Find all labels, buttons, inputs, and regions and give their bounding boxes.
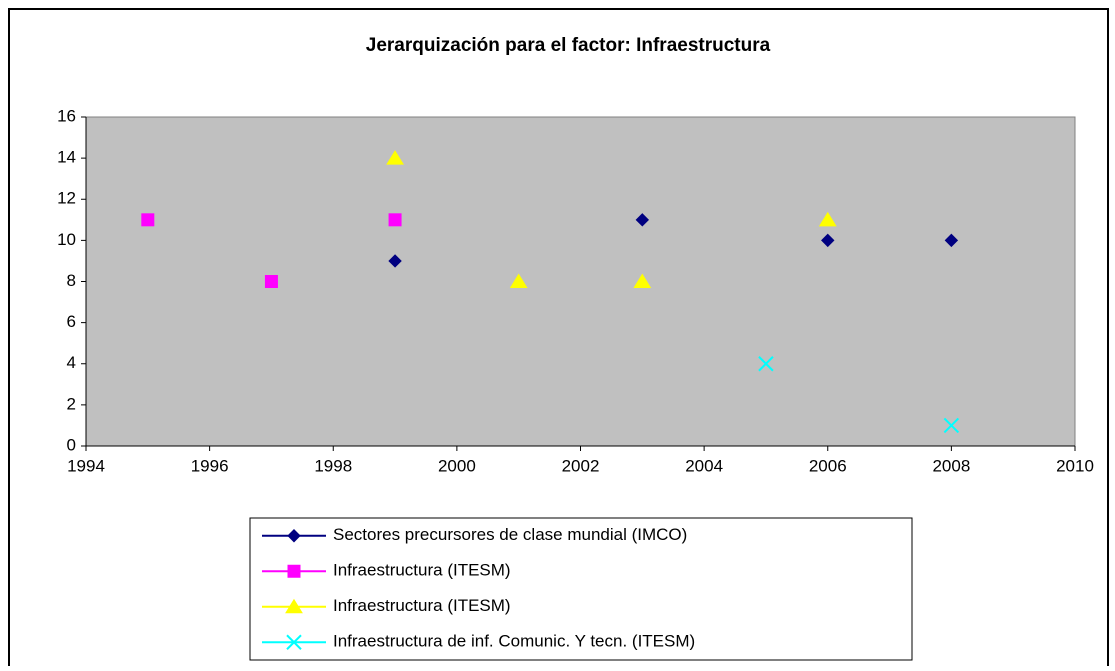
marker-diamond	[635, 213, 650, 227]
x-tick-label: 2000	[438, 456, 476, 475]
x-tick-label: 2008	[932, 456, 970, 475]
y-tick-label: 16	[57, 106, 76, 125]
x-tick-label: 2002	[562, 456, 600, 475]
chart-title: Jerarquización para el factor: Infraestr…	[366, 35, 771, 56]
marker-square	[287, 564, 301, 578]
legend-label: Infraestructura (ITESM)	[333, 561, 511, 580]
marker-diamond	[944, 233, 959, 248]
marker-triangle	[818, 211, 837, 227]
marker-diamond	[287, 529, 301, 543]
legend	[249, 517, 913, 661]
marker-diamond	[821, 233, 835, 248]
marker-triangle	[633, 273, 652, 288]
x-tick-label: 1994	[67, 456, 105, 475]
marker-triangle	[386, 150, 404, 165]
legend-label: Infraestructura de inf. Comunic. Y tecn.…	[333, 632, 695, 651]
x-tick-label: 2010	[1056, 456, 1094, 475]
marker-diamond	[388, 254, 402, 268]
marker-square	[264, 275, 278, 288]
x-tick-label: 1998	[314, 456, 352, 475]
legend-label: Infraestructura (ITESM)	[333, 596, 511, 615]
marker-triangle	[285, 598, 303, 614]
marker-triangle	[509, 273, 528, 288]
y-tick-label: 0	[67, 435, 76, 454]
x-tick-label: 2006	[809, 456, 847, 475]
marker-square	[141, 213, 155, 227]
legend-label: Sectores precursores de clase mundial (I…	[333, 525, 687, 544]
x-tick-label: 1996	[191, 456, 229, 475]
y-tick-label: 2	[67, 394, 76, 413]
y-tick-label: 12	[57, 189, 76, 208]
y-tick-label: 4	[67, 353, 76, 372]
x-tick-label: 2004	[685, 456, 723, 475]
y-tick-label: 8	[67, 271, 76, 290]
plot-area	[85, 116, 1076, 447]
marker-x	[286, 634, 302, 650]
marker-x	[943, 417, 960, 434]
marker-square	[388, 213, 402, 227]
marker-x	[758, 356, 774, 372]
y-tick-label: 10	[57, 230, 76, 249]
y-tick-label: 6	[67, 312, 76, 331]
y-tick-label: 14	[57, 148, 76, 167]
